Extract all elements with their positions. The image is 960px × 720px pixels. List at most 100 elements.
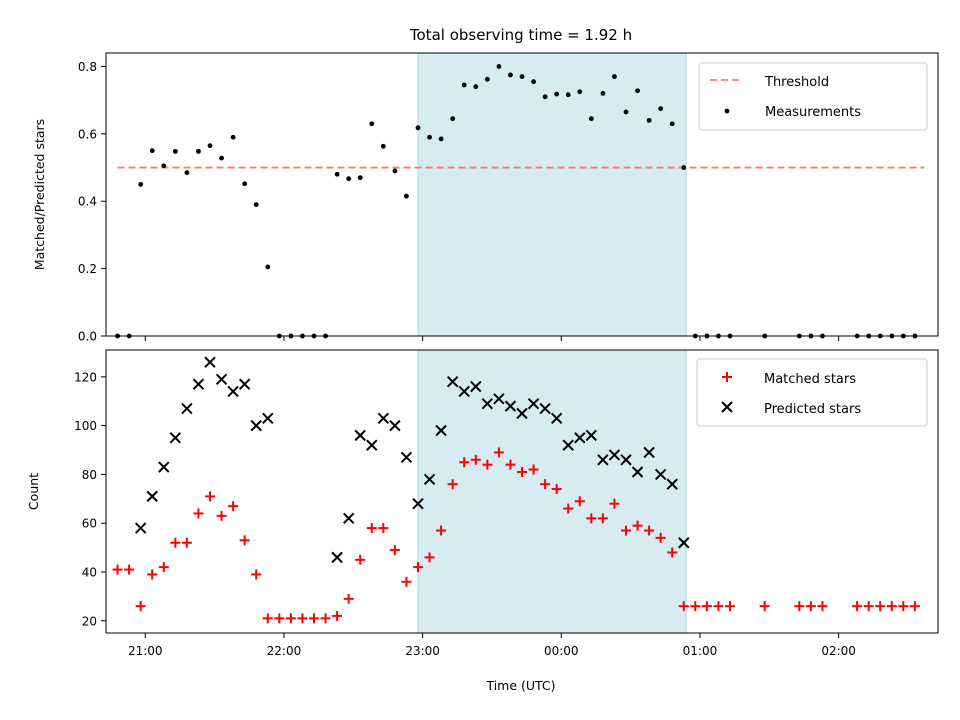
measurement-point bbox=[531, 79, 536, 85]
x-tick-label: 02:00 bbox=[821, 644, 856, 658]
measurement-point bbox=[496, 64, 502, 69]
ratio-panel: 0.00.20.40.60.8 Matched/Predicted stars … bbox=[32, 52, 939, 344]
measurement-point bbox=[542, 94, 548, 100]
matched-star-point bbox=[794, 601, 805, 612]
y-tick-label: 20 bbox=[82, 614, 97, 628]
predicted-star-point bbox=[366, 439, 378, 451]
predicted-star-point bbox=[169, 432, 182, 444]
predicted-star-point bbox=[504, 400, 517, 412]
measurement-point bbox=[450, 116, 456, 122]
predicted-star-point bbox=[562, 439, 574, 451]
y-axis-label: Matched/Predicted stars bbox=[32, 119, 47, 270]
matched-star-point bbox=[621, 525, 631, 536]
matched-star-point bbox=[678, 601, 689, 612]
predicted-star-point bbox=[527, 397, 540, 410]
predicted-star-point bbox=[516, 407, 528, 420]
matched-star-point bbox=[852, 601, 863, 612]
matched-star-point bbox=[898, 601, 909, 612]
matched-star-point bbox=[759, 601, 770, 612]
matched-star-point bbox=[459, 457, 470, 468]
y-tick-label: 120 bbox=[74, 370, 97, 384]
measurement-point bbox=[138, 181, 144, 187]
y-tick-label: 0.0 bbox=[78, 330, 97, 344]
matched-star-point bbox=[170, 537, 181, 548]
matched-star-point bbox=[528, 464, 539, 475]
y-tick-label: 0.2 bbox=[78, 262, 97, 276]
predicted-star-point bbox=[481, 397, 494, 410]
predicted-star-point bbox=[389, 419, 401, 432]
y-tick-label: 40 bbox=[82, 566, 97, 580]
x-axis-ticks bbox=[144, 336, 840, 341]
y-tick-label: 0.8 bbox=[78, 60, 97, 74]
measurement-point bbox=[565, 92, 571, 98]
predicted-star-point bbox=[550, 412, 563, 425]
predicted-star-point bbox=[423, 473, 436, 486]
matched-star-point bbox=[517, 466, 527, 477]
predicted-star-point bbox=[400, 451, 413, 464]
predicted-star-point bbox=[227, 385, 239, 398]
x-axis-label: Time (UTC) bbox=[485, 678, 555, 693]
y-axis-ticks: 0.0 0.2 0.4 0.6 0.8 bbox=[78, 60, 106, 344]
measurement-point bbox=[623, 109, 629, 115]
predicted-star-point bbox=[342, 512, 355, 525]
matched-star-point bbox=[817, 601, 828, 612]
matched-star-point bbox=[586, 513, 597, 524]
y-axis-label: Count bbox=[26, 473, 41, 510]
matched-star-point bbox=[401, 576, 412, 587]
matched-star-point bbox=[424, 552, 435, 563]
predicted-star-point bbox=[181, 402, 193, 415]
predicted-star-point bbox=[331, 551, 343, 564]
predicted-stars-points bbox=[134, 356, 690, 564]
measurement-point bbox=[484, 76, 490, 82]
matched-star-point bbox=[135, 601, 146, 612]
measurement-point bbox=[253, 202, 259, 208]
matched-star-point bbox=[193, 508, 204, 519]
y-tick-label: 80 bbox=[82, 468, 97, 482]
x-tick-label: 21:00 bbox=[128, 644, 163, 658]
legend-threshold-label: Threshold bbox=[764, 75, 829, 90]
observing-span bbox=[417, 52, 687, 337]
matched-star-point bbox=[551, 484, 562, 495]
y-axis-ticks: 20 40 60 80 100 120 bbox=[74, 370, 106, 628]
matched-star-point bbox=[909, 601, 920, 612]
measurement-point bbox=[658, 106, 664, 111]
measurement-point bbox=[669, 121, 675, 127]
legend: Threshold Measurements bbox=[698, 62, 928, 131]
y-tick-label: 0.4 bbox=[78, 195, 97, 209]
matched-star-point bbox=[205, 491, 215, 502]
matched-star-point bbox=[886, 601, 897, 612]
matched-star-point bbox=[563, 503, 574, 514]
matched-star-point bbox=[413, 562, 423, 573]
matched-star-point bbox=[251, 569, 262, 580]
legend-box bbox=[698, 62, 928, 131]
matched-star-point bbox=[355, 554, 366, 565]
measurement-point bbox=[508, 72, 513, 78]
matched-star-point bbox=[262, 613, 273, 624]
predicted-star-point bbox=[620, 454, 632, 466]
matched-star-point bbox=[436, 525, 447, 536]
matched-star-point bbox=[482, 459, 493, 470]
plot-frame bbox=[105, 349, 939, 634]
matched-star-point bbox=[701, 601, 712, 612]
matched-star-point bbox=[632, 520, 643, 531]
legend-matched-label: Matched stars bbox=[764, 372, 856, 387]
measurement-point bbox=[461, 82, 467, 88]
matched-star-point bbox=[863, 601, 874, 612]
x-axis-ticks: 21:00 22:00 23:00 00:00 01:00 02:00 bbox=[128, 633, 856, 658]
measurement-point bbox=[588, 116, 594, 122]
measurement-point bbox=[519, 74, 525, 79]
matched-star-point bbox=[470, 454, 481, 465]
predicted-star-point bbox=[158, 461, 170, 473]
measurement-point bbox=[380, 143, 386, 149]
matched-star-point bbox=[574, 496, 585, 507]
measurement-point bbox=[219, 155, 224, 161]
y-tick-label: 60 bbox=[82, 517, 97, 531]
measurements-points bbox=[115, 64, 918, 339]
x-tick-label: 22:00 bbox=[267, 644, 302, 658]
predicted-star-point bbox=[666, 478, 678, 490]
predicted-star-point bbox=[493, 393, 505, 405]
predicted-star-point bbox=[377, 412, 390, 425]
legend-matched-swatch bbox=[722, 372, 732, 382]
matched-star-point bbox=[389, 545, 400, 556]
measurement-point bbox=[207, 143, 213, 149]
